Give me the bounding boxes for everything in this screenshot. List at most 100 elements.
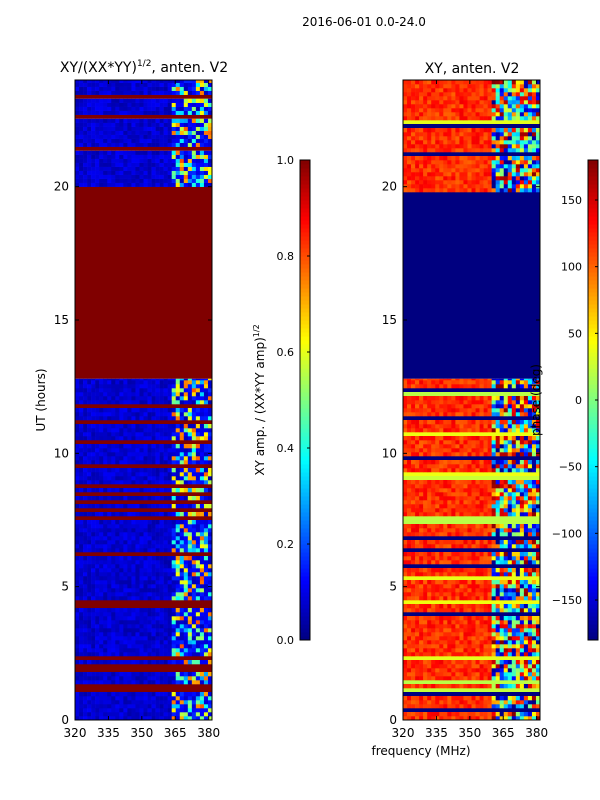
heatmap-cell [507, 480, 513, 485]
heatmap-cell [187, 676, 193, 681]
heatmap-cell [199, 568, 205, 573]
heatmap-cell [455, 648, 460, 653]
heatmap-cell [123, 384, 128, 389]
heatmap-cell [155, 178, 160, 183]
heatmap-cell [155, 580, 160, 585]
heatmap-cell [427, 676, 432, 681]
colorbar-segment [300, 632, 310, 637]
colorbar-segment [300, 304, 310, 309]
heatmap-cell [139, 396, 144, 401]
heatmap-cell [511, 640, 517, 645]
heatmap-cell [171, 150, 177, 155]
heatmap-cell [139, 532, 144, 537]
heatmap-cell [155, 536, 160, 541]
heatmap-cell [83, 520, 88, 525]
heatmap-cell [431, 664, 436, 669]
heatmap-cell [171, 86, 177, 91]
heatmap-cell [451, 528, 456, 533]
heatmap-cell [451, 644, 456, 649]
heatmap-cell [483, 624, 488, 629]
colorbar-segment [300, 576, 310, 581]
heatmap-cell [455, 504, 460, 509]
heatmap-cell [135, 130, 140, 135]
heatmap-cell [463, 540, 468, 545]
heatmap-cell [507, 544, 513, 549]
heatmap-cell [203, 716, 209, 721]
heatmap-cell [139, 524, 144, 529]
heatmap-cell [167, 460, 173, 465]
heatmap-cell [135, 432, 140, 437]
heatmap-cell [123, 564, 128, 569]
heatmap-cell [95, 524, 100, 529]
heatmap-row [403, 600, 540, 604]
heatmap-cell [135, 644, 140, 649]
heatmap-cell [155, 660, 160, 665]
heatmap-cell [447, 676, 452, 681]
heatmap-cell [79, 488, 84, 493]
heatmap-cell [179, 170, 185, 175]
heatmap-cell [531, 500, 537, 505]
heatmap-cell [123, 86, 128, 91]
heatmap-cell [163, 592, 168, 597]
heatmap-cell [171, 584, 177, 589]
heatmap-cell [99, 632, 104, 637]
heatmap-cell [115, 716, 120, 721]
heatmap-cell [95, 456, 100, 461]
heatmap-cell [111, 576, 116, 581]
heatmap-cell [135, 636, 140, 641]
heatmap-cell [463, 636, 468, 641]
heatmap-cell [139, 692, 144, 697]
heatmap-cell [135, 80, 140, 83]
heatmap-cell [175, 540, 181, 545]
heatmap-cell [159, 560, 164, 565]
heatmap-cell [167, 532, 173, 537]
heatmap-cell [171, 564, 177, 569]
heatmap-cell [471, 492, 476, 497]
heatmap-cell [107, 126, 112, 131]
heatmap-cell [119, 648, 124, 653]
heatmap-cell [467, 616, 472, 621]
heatmap-cell [139, 612, 144, 617]
colorbar-segment [300, 476, 310, 481]
heatmap-cell [187, 596, 193, 601]
heatmap-cell [91, 416, 96, 421]
heatmap-cell [411, 588, 416, 593]
heatmap-cell [187, 512, 193, 517]
heatmap-cell [111, 652, 116, 657]
heatmap-cell [91, 90, 96, 95]
heatmap-cell [151, 102, 156, 107]
heatmap-cell [159, 644, 164, 649]
heatmap-cell [131, 444, 136, 449]
heatmap-cell [183, 468, 189, 473]
heatmap-cell [139, 696, 144, 701]
colorbar-segment [300, 496, 310, 501]
heatmap-cell [175, 640, 181, 645]
heatmap-cell [103, 412, 108, 417]
heatmap-cell [495, 644, 501, 649]
heatmap-cell [403, 640, 408, 645]
heatmap-cell [439, 716, 444, 721]
heatmap-cell [191, 400, 197, 405]
heatmap-cell [487, 704, 492, 709]
heatmap-cell [503, 568, 509, 573]
heatmap-cell [167, 118, 173, 123]
heatmap-cell [119, 174, 124, 179]
heatmap-cell [87, 102, 92, 107]
heatmap-cell [487, 524, 492, 529]
heatmap-cell [87, 676, 92, 681]
heatmap-cell [207, 452, 213, 457]
heatmap-cell [427, 480, 432, 485]
heatmap-cell [183, 118, 189, 123]
heatmap-cell [411, 596, 416, 601]
heatmap-cell [163, 704, 168, 709]
heatmap-cell [91, 624, 96, 629]
heatmap-cell [451, 552, 456, 557]
heatmap-cell [475, 528, 480, 533]
heatmap-cell [107, 580, 112, 585]
heatmap-cell [111, 452, 116, 457]
heatmap-cell [183, 612, 189, 617]
heatmap-cell [167, 496, 173, 501]
heatmap-cell [195, 488, 201, 493]
heatmap-cell [159, 408, 164, 413]
heatmap-cell [199, 524, 205, 529]
